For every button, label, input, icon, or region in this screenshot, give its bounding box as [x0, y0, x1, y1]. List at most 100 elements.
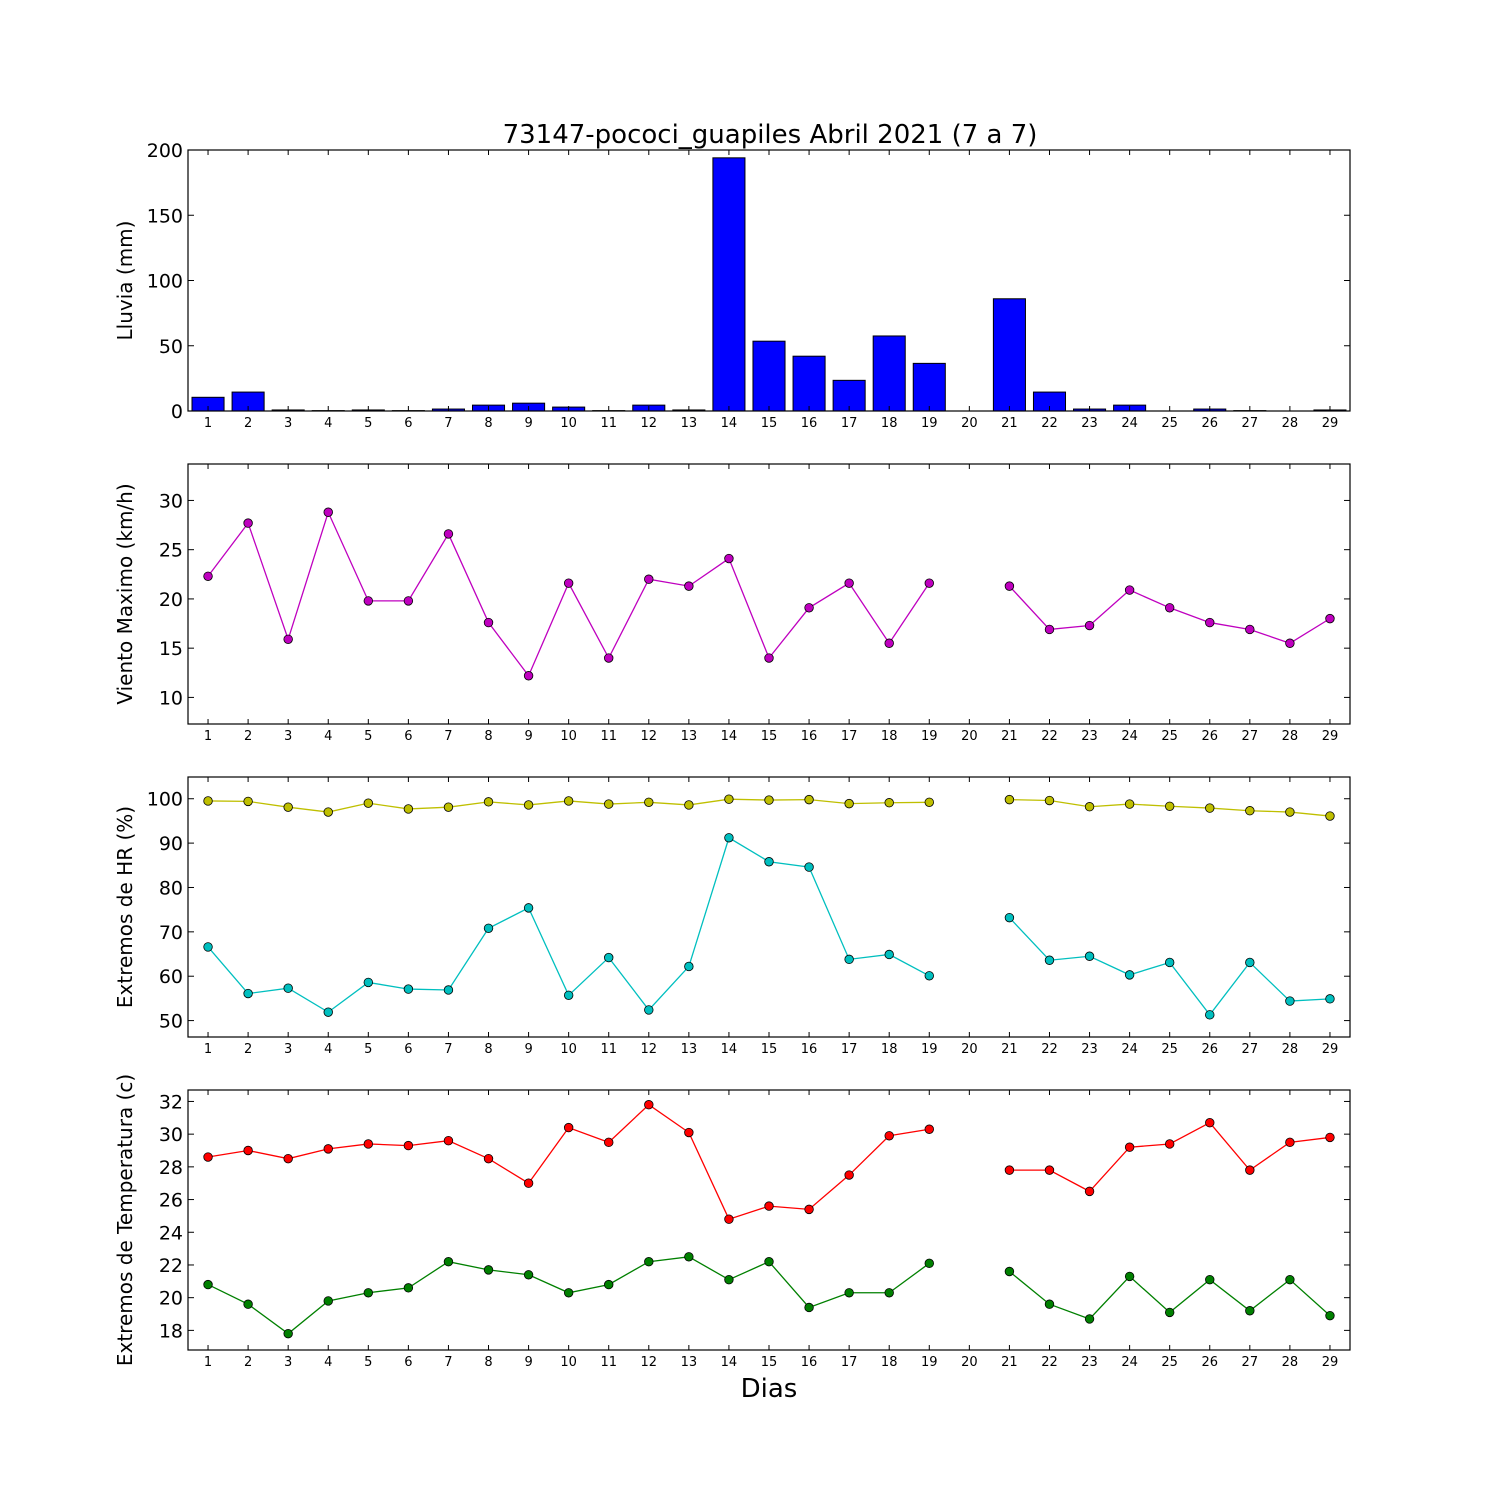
x-tick-label: 23 [1081, 1355, 1098, 1370]
series-1-point-day-14 [724, 553, 734, 564]
series-2-point-day-29 [1325, 994, 1335, 1004]
y-axis-label: Extremos de Temperatura (c) [113, 1074, 137, 1366]
series-2-point-day-4 [323, 1007, 333, 1017]
x-tick-label: 5 [364, 1042, 372, 1057]
series-2-point-day-2 [243, 1299, 253, 1309]
series-1-point-day-15 [764, 1201, 774, 1211]
series-2-point-day-5 [363, 977, 374, 988]
series-1-point-day-7 [443, 1135, 454, 1146]
series-2-point-day-22 [1044, 955, 1055, 965]
series-1-point-day-2 [243, 796, 253, 807]
x-tick-label: 7 [444, 416, 452, 431]
series-1-point-day-14 [724, 1214, 734, 1224]
y-tick-label: 0 [171, 401, 183, 423]
series-2-point-day-21 [1004, 1266, 1015, 1277]
x-tick-label: 7 [444, 1355, 452, 1370]
x-tick-label: 13 [681, 1042, 698, 1057]
series-1-point-day-9 [523, 1178, 534, 1188]
series-1-point-day-18 [884, 638, 894, 648]
series-1-point-day-4 [323, 807, 333, 817]
x-tick-label: 9 [524, 416, 532, 431]
x-tick-label: 2 [244, 1042, 252, 1057]
x-tick-label: 16 [801, 1355, 818, 1370]
series-1-point-day-14 [724, 794, 734, 804]
series-1-point-day-12 [644, 797, 654, 807]
series-2-point-day-10 [563, 1288, 574, 1298]
bar-day-18 [872, 335, 906, 412]
x-tick-label: 25 [1161, 1042, 1178, 1057]
y-tick-label: 90 [159, 833, 183, 855]
x-tick-label: 11 [600, 1355, 617, 1370]
x-tick-label: 12 [641, 1042, 658, 1057]
x-tick-label: 21 [1001, 1042, 1018, 1057]
x-tick-label: 24 [1121, 416, 1138, 431]
series-1-point-day-24 [1124, 799, 1135, 809]
y-tick-label: 150 [147, 205, 183, 227]
x-tick-label: 17 [841, 729, 858, 744]
x-tick-label: 27 [1242, 729, 1259, 744]
x-tick-label: 25 [1161, 1355, 1178, 1370]
series-1-point-day-21 [1004, 581, 1015, 591]
series-2-point-day-19 [924, 1258, 934, 1269]
series-2-point-day-29 [1325, 1310, 1335, 1321]
series-1-point-day-23 [1084, 802, 1095, 812]
x-tick-label: 13 [681, 416, 698, 431]
x-tick-label: 1 [204, 1355, 212, 1370]
series-1-point-day-26 [1205, 1118, 1215, 1128]
x-tick-label: 22 [1041, 729, 1058, 744]
series-1-point-day-29 [1325, 811, 1335, 821]
series-1-point-day-29 [1325, 613, 1335, 624]
x-tick-label: 25 [1161, 416, 1178, 431]
series-1-point-day-22 [1044, 1165, 1055, 1175]
y-tick-label: 30 [159, 490, 183, 512]
series-1-point-day-13 [684, 581, 694, 591]
series-2-point-day-1 [203, 942, 213, 952]
x-tick-label: 21 [1001, 416, 1018, 431]
y-tick-label: 50 [159, 336, 183, 358]
x-tick-label: 16 [801, 1042, 818, 1057]
x-tick-label: 18 [881, 1042, 898, 1057]
x-tick-label: 21 [1001, 729, 1018, 744]
series-1-point-day-17 [844, 1170, 854, 1180]
x-axis-label: Dias [741, 1374, 798, 1404]
y-tick-label: 15 [159, 638, 183, 660]
bar-day-15 [752, 340, 786, 412]
x-tick-label: 19 [921, 1355, 938, 1370]
x-tick-label: 15 [761, 729, 778, 744]
series-1-point-day-16 [804, 1204, 814, 1215]
x-tick-label: 1 [204, 416, 212, 431]
series-2-point-day-25 [1164, 1307, 1175, 1318]
x-tick-label: 20 [961, 416, 978, 431]
series-2-point-day-4 [323, 1296, 333, 1306]
series-1-line-2 [1009, 1121, 1331, 1193]
x-tick-label: 14 [721, 729, 738, 744]
x-tick-label: 23 [1081, 416, 1098, 431]
x-tick-label: 28 [1282, 1355, 1299, 1370]
series-1-point-day-26 [1205, 803, 1215, 813]
x-tick-label: 3 [284, 729, 292, 744]
series-2-point-day-27 [1245, 1306, 1255, 1316]
y-tick-label: 100 [147, 789, 183, 811]
series-1-point-day-8 [483, 1153, 494, 1164]
series-1-point-day-2 [243, 1145, 253, 1156]
series-1-point-day-9 [523, 671, 534, 681]
series-1-point-day-27 [1245, 806, 1255, 816]
x-tick-label: 22 [1041, 1355, 1058, 1370]
x-tick-label: 18 [881, 416, 898, 431]
x-tick-label: 10 [560, 729, 577, 744]
x-tick-label: 14 [721, 1042, 738, 1057]
x-tick-label: 18 [881, 1355, 898, 1370]
chart-title: 73147-pococi_guapiles Abril 2021 (7 a 7) [503, 120, 1038, 150]
series-1-point-day-19 [924, 797, 934, 807]
bar-day-16 [792, 355, 826, 412]
series-2-point-day-23 [1084, 951, 1095, 961]
series-1-point-day-7 [443, 529, 454, 539]
x-tick-label: 23 [1081, 729, 1098, 744]
x-tick-label: 5 [364, 1355, 372, 1370]
series-1-point-day-10 [563, 578, 574, 588]
series-1-point-day-6 [403, 596, 414, 606]
plot-frame [187, 776, 1351, 1038]
series-1-point-day-25 [1164, 603, 1175, 613]
